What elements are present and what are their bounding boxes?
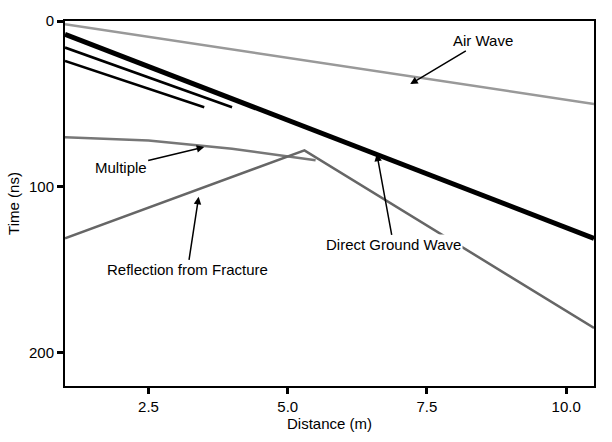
- svg-text:Direct Ground Wave: Direct Ground Wave: [326, 236, 461, 253]
- svg-text:200: 200: [29, 344, 54, 361]
- svg-text:100: 100: [29, 178, 54, 195]
- svg-text:Time (ns): Time (ns): [5, 172, 22, 235]
- svg-text:Air Wave: Air Wave: [453, 32, 513, 49]
- svg-text:0: 0: [46, 12, 54, 29]
- svg-text:2.5: 2.5: [138, 398, 159, 415]
- svg-text:Multiple: Multiple: [95, 159, 147, 176]
- svg-text:7.5: 7.5: [417, 398, 438, 415]
- svg-text:5.0: 5.0: [277, 398, 298, 415]
- svg-text:Reflection from Fracture: Reflection from Fracture: [107, 261, 268, 278]
- svg-text:10.0: 10.0: [552, 398, 581, 415]
- svg-text:Distance (m): Distance (m): [287, 415, 372, 432]
